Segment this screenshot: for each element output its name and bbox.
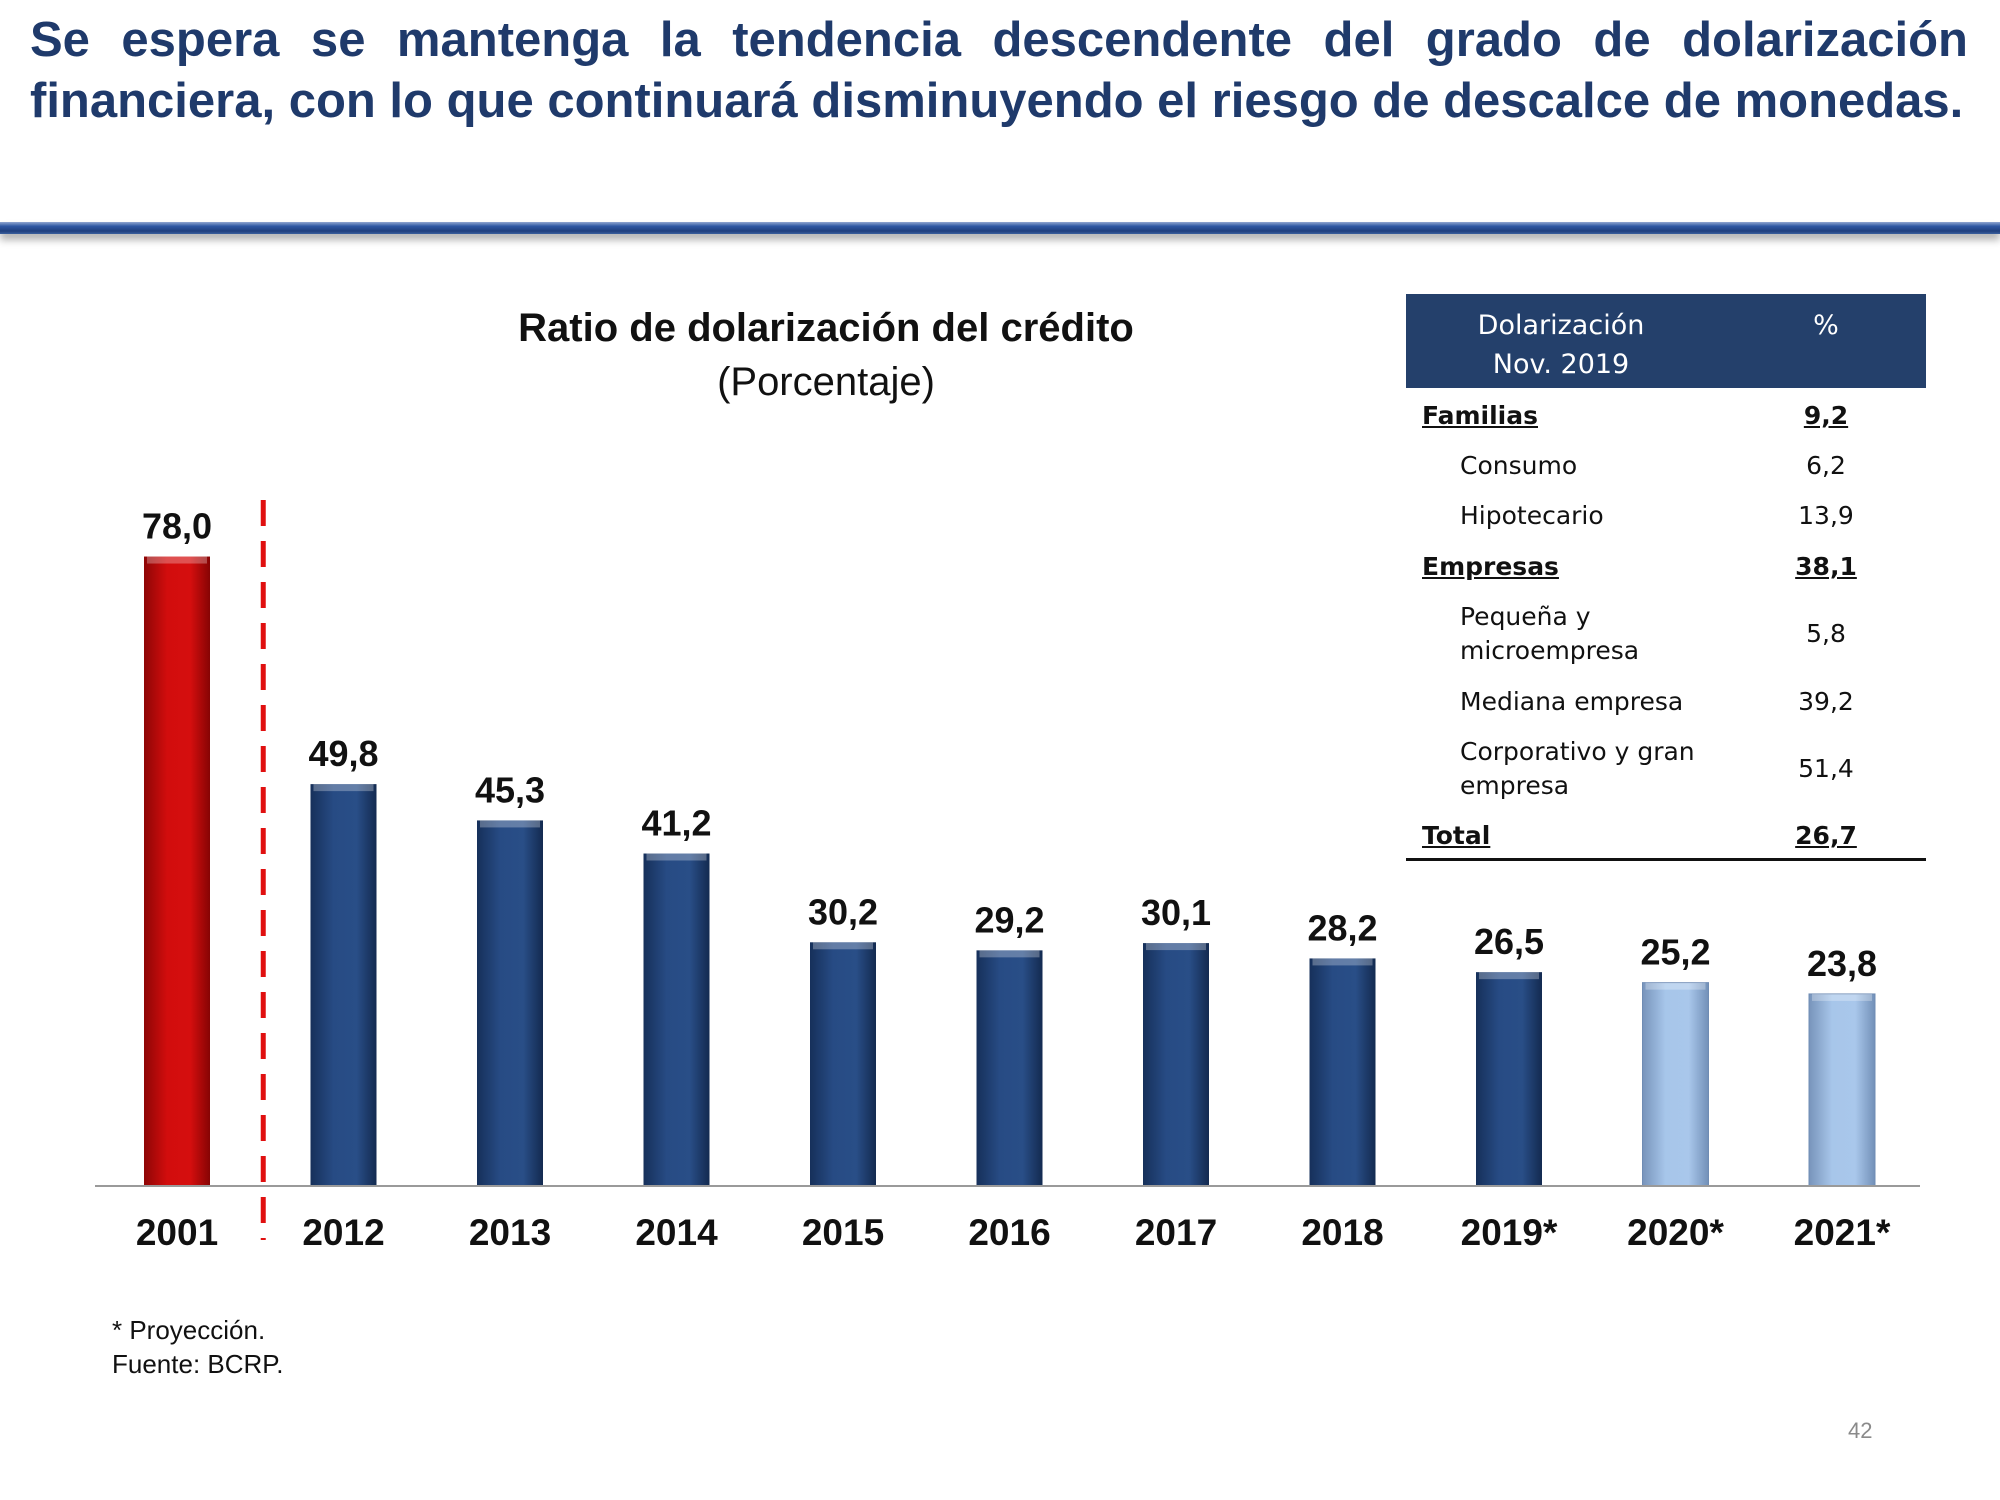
bar-highlight [979,950,1040,958]
row-value: 13,9 [1798,501,1854,530]
bars-group: 78,0 2001 49,8 2012 45,3 2013 41,2 2014 30,2 2015… [136,506,1891,1253]
bar-highlight [147,556,207,564]
data-label: 45,3 [475,769,545,810]
x-tick-label: 2014 [635,1212,718,1253]
table-row-total: Total 26,7 [1406,819,1926,855]
bar-2016 [976,950,1043,1186]
bar-2017 [1143,943,1209,1186]
table-header-dolarizacion: Dolarización Nov. 2019 [1406,306,1716,384]
bar-2019 [1476,972,1542,1186]
x-tick-label: 2015 [802,1212,884,1253]
data-label: 41,2 [641,803,711,844]
bar-2012 [310,784,377,1186]
x-tick-label: 2017 [1135,1212,1217,1253]
row-label: Corporativo y gran [1460,737,1695,766]
data-label: 30,1 [1141,892,1211,933]
x-tick-label: 2012 [302,1212,384,1253]
data-label: 29,2 [974,899,1044,940]
bar-highlight [1312,958,1373,966]
row-value: 39,2 [1798,687,1854,716]
table-row-pequena-microempresa: Pequeña y microempresa 5,8 [1406,600,1926,670]
data-label: 49,8 [308,733,378,774]
table-header-line2: Nov. 2019 [1492,349,1630,380]
bar-highlight [480,820,540,828]
table-row-consumo: Consumo 6,2 [1406,449,1926,485]
table-header-line1: Dolarización [1477,310,1645,341]
data-label: 26,5 [1474,921,1544,962]
bar-2021-projection [1808,993,1876,1187]
row-value: 26,7 [1795,821,1857,850]
x-tick-label: 2021* [1794,1212,1891,1253]
projection-note: * Proyección. [112,1315,266,1345]
x-tick-label: 2019* [1461,1212,1558,1253]
row-label: Hipotecario [1460,501,1604,530]
bar-highlight [646,853,707,861]
table-row-familias: Familias 9,2 [1406,399,1926,435]
chart-subtitle: (Porcentaje) [717,360,935,404]
row-label-line2: empresa [1460,771,1570,800]
bar-2013 [477,820,543,1186]
bar-2015 [810,942,876,1186]
row-label: Consumo [1460,451,1578,480]
bar-highlight [313,784,374,792]
data-label: 28,2 [1307,907,1377,948]
x-tick-label: 2020* [1627,1212,1724,1253]
table-header: Dolarización Nov. 2019 % [1406,294,1926,388]
row-value: 5,8 [1806,619,1846,648]
row-value: 51,4 [1798,754,1854,783]
data-label: 23,8 [1807,943,1877,984]
table-row-corporativo: Corporativo y gran empresa 51,4 [1406,735,1926,805]
table-row-mediana-empresa: Mediana empresa 39,2 [1406,685,1926,721]
row-label: Mediana empresa [1460,687,1684,716]
row-label: Total [1422,821,1491,850]
x-tick-label: 2013 [469,1212,551,1253]
bar-2020-projection [1642,982,1709,1187]
row-label: Pequeña y [1460,602,1591,631]
slide-headline: Se espera se mantenga la tendencia desce… [30,13,1968,128]
table-header-pct: % [1813,310,1839,341]
table-row-empresas: Empresas 38,1 [1406,550,1926,586]
bar-highlight [1479,972,1539,980]
table-row-hipotecario: Hipotecario 13,9 [1406,499,1926,535]
source-note: Fuente: BCRP. [112,1349,284,1379]
bar-highlight [1645,982,1706,990]
row-label: Empresas [1422,552,1559,581]
bar-2018 [1309,958,1376,1186]
data-label: 78,0 [142,506,212,547]
row-value: 9,2 [1803,401,1849,430]
bar-highlight [813,942,873,950]
bar-highlight [1812,993,1872,1001]
bar-2014 [643,853,710,1186]
row-label: Familias [1422,401,1538,430]
x-tick-label: 2016 [968,1212,1050,1253]
table-bottom-rule [1406,858,1926,861]
data-label: 30,2 [808,891,878,932]
x-tick-label: 2018 [1301,1212,1383,1253]
bar-highlight [1146,943,1206,951]
page-number: 42 [1848,1418,1873,1443]
header-rule [0,222,2000,234]
data-label: 25,2 [1640,932,1710,973]
row-value: 38,1 [1795,552,1857,581]
row-value: 6,2 [1806,451,1846,480]
row-label-line2: microempresa [1460,636,1640,665]
bar-2001 [144,556,210,1186]
x-tick-label: 2001 [136,1212,218,1253]
chart-title: Ratio de dolarización del crédito [518,306,1134,350]
